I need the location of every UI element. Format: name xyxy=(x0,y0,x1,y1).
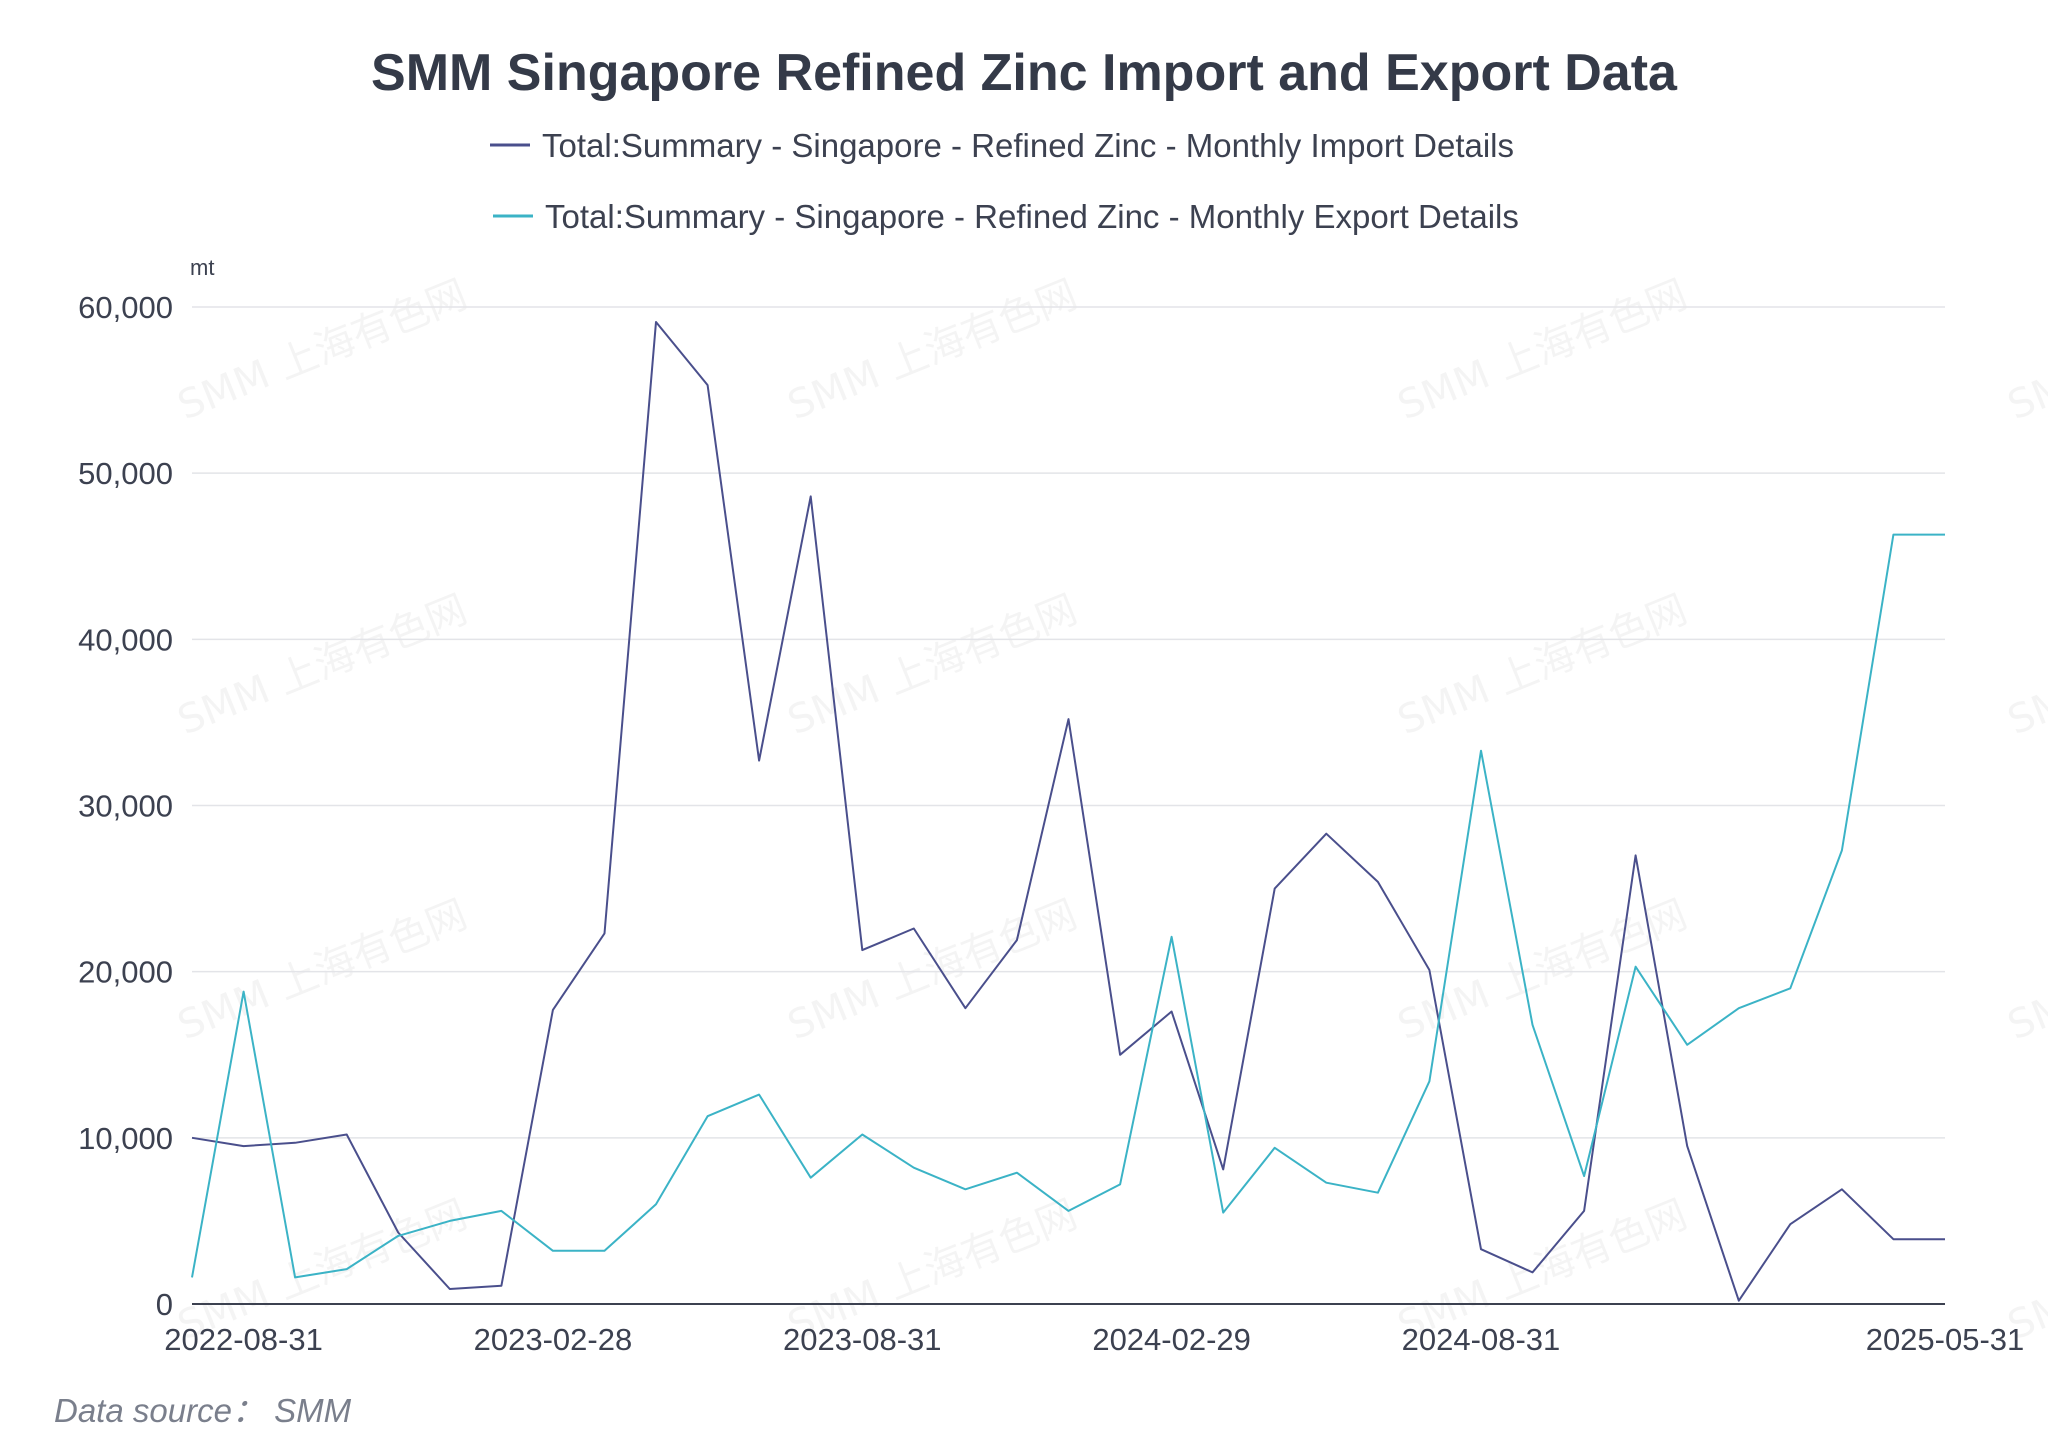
x-tick-label: 2024-08-31 xyxy=(1402,1322,1561,1357)
x-axis-ticks: 2022-08-31 2023-02-28 2023-08-31 2024-02-29… xyxy=(164,1322,2024,1357)
y-axis-unit: mt xyxy=(190,255,214,280)
watermark-text: SMM 上海有色网 xyxy=(172,272,474,430)
watermark-text: SMM 上海有色网 xyxy=(2002,272,2048,430)
watermark-layer: SMM 上海有色网 SMM 上海有色网 SMM 上海有色网 SMM 上海有色网 SMM … xyxy=(172,272,2048,1350)
x-tick-label: 2022-08-31 xyxy=(164,1322,323,1357)
y-tick-label: 40,000 xyxy=(78,622,173,657)
chart-title: SMM Singapore Refined Zinc Import and Ex… xyxy=(371,44,1678,102)
watermark-text: SMM 上海有色网 xyxy=(2002,892,2048,1050)
gridlines xyxy=(192,306,1945,1139)
y-axis-ticks: 0 10,000 20,000 30,000 40,000 50,000 60,000 xyxy=(78,290,173,1322)
data-source: Data source： SMM xyxy=(54,1392,352,1429)
watermark-text: SMM 上海有色网 xyxy=(172,892,474,1050)
watermark-text: SMM 上海有色网 xyxy=(1392,587,1694,745)
legend[interactable]: Total:Summary - Singapore - Refined Zinc… xyxy=(490,127,1519,235)
watermark-text: SMM 上海有色网 xyxy=(782,272,1084,430)
watermark-text: SMM 上海有色网 xyxy=(172,587,474,745)
y-tick-label: 60,000 xyxy=(78,290,173,325)
y-tick-label: 50,000 xyxy=(78,456,173,491)
y-tick-label: 30,000 xyxy=(78,789,173,824)
legend-item-export[interactable]: Total:Summary - Singapore - Refined Zinc… xyxy=(493,198,1519,235)
watermark-text: SMM 上海有色网 xyxy=(1392,892,1694,1050)
legend-label-export: Total:Summary - Singapore - Refined Zinc… xyxy=(545,198,1519,235)
x-tick-label: 2024-02-29 xyxy=(1092,1322,1251,1357)
y-tick-label: 10,000 xyxy=(78,1121,173,1156)
x-tick-label: 2023-08-31 xyxy=(783,1322,942,1357)
watermark-text: SMM 上海有色网 xyxy=(2002,587,2048,745)
series-line-import[interactable] xyxy=(191,321,1945,1302)
legend-item-import[interactable]: Total:Summary - Singapore - Refined Zinc… xyxy=(490,127,1514,164)
watermark-text: SMM 上海有色网 xyxy=(782,892,1084,1050)
y-tick-label: 20,000 xyxy=(78,955,173,990)
series-layer xyxy=(191,321,1945,1302)
watermark-text: SMM 上海有色网 xyxy=(1392,272,1694,430)
x-tick-label: 2023-02-28 xyxy=(474,1322,633,1357)
watermark-text: SMM 上海有色网 xyxy=(782,587,1084,745)
legend-label-import: Total:Summary - Singapore - Refined Zinc… xyxy=(542,127,1514,164)
series-line-export[interactable] xyxy=(191,533,1945,1279)
x-tick-label: 2025-05-31 xyxy=(1866,1322,2025,1357)
y-tick-label: 0 xyxy=(156,1287,173,1322)
